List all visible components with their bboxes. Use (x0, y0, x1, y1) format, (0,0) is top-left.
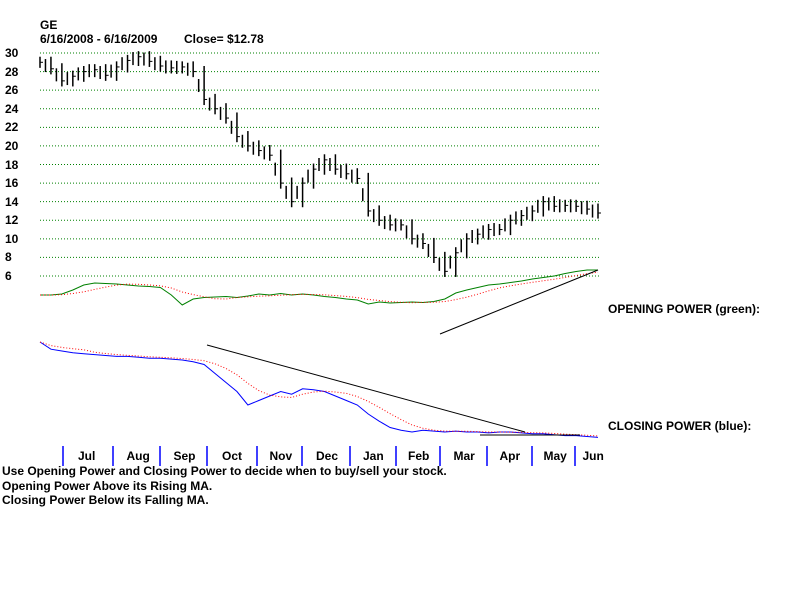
opening-trendline (439, 269, 599, 335)
y-tick-label: 14 (5, 194, 19, 209)
note-2: Opening Power Above its Rising MA. (2, 479, 213, 493)
month-label: Feb (408, 449, 430, 463)
closing-trendline (206, 344, 526, 433)
y-tick-label: 24 (5, 101, 19, 116)
ticker-label: GE (40, 18, 58, 32)
month-label: May (543, 449, 567, 463)
opening-power-legend: OPENING POWER (green): (608, 302, 761, 316)
month-label: Oct (222, 449, 243, 463)
month-label: Apr (499, 449, 521, 463)
chart-title: 6/16/2008 - 6/16/2009 (40, 32, 158, 46)
month-label: Jan (363, 449, 384, 463)
note-1: Use Opening Power and Closing Power to d… (2, 464, 447, 478)
month-label: Sep (173, 449, 196, 463)
month-label: Jun (582, 449, 604, 463)
note-3: Closing Power Below its Falling MA. (2, 493, 209, 507)
y-tick-label: 12 (5, 213, 19, 228)
y-tick-label: 8 (5, 250, 12, 265)
y-tick-label: 26 (5, 83, 19, 98)
month-label: Dec (316, 449, 339, 463)
month-label: Mar (453, 449, 475, 463)
y-tick-label: 28 (5, 64, 19, 79)
opening-power-line (40, 269, 598, 306)
y-tick-label: 30 (5, 46, 19, 60)
month-label: Aug (126, 449, 150, 463)
closing-power-line (39, 341, 599, 438)
y-tick-label: 22 (5, 120, 19, 135)
y-tick-label: 10 (5, 231, 19, 246)
closing-power-legend: CLOSING POWER (blue): (608, 419, 752, 433)
y-tick-label: 20 (5, 138, 19, 153)
opening-power-ma (40, 271, 599, 304)
y-tick-label: 6 (5, 269, 12, 283)
y-tick-label: 16 (5, 176, 19, 191)
month-label: Jul (78, 449, 96, 463)
month-label: Nov (269, 449, 293, 463)
y-tick-label: 18 (5, 157, 19, 172)
close-label: Close= $12.78 (184, 32, 264, 46)
